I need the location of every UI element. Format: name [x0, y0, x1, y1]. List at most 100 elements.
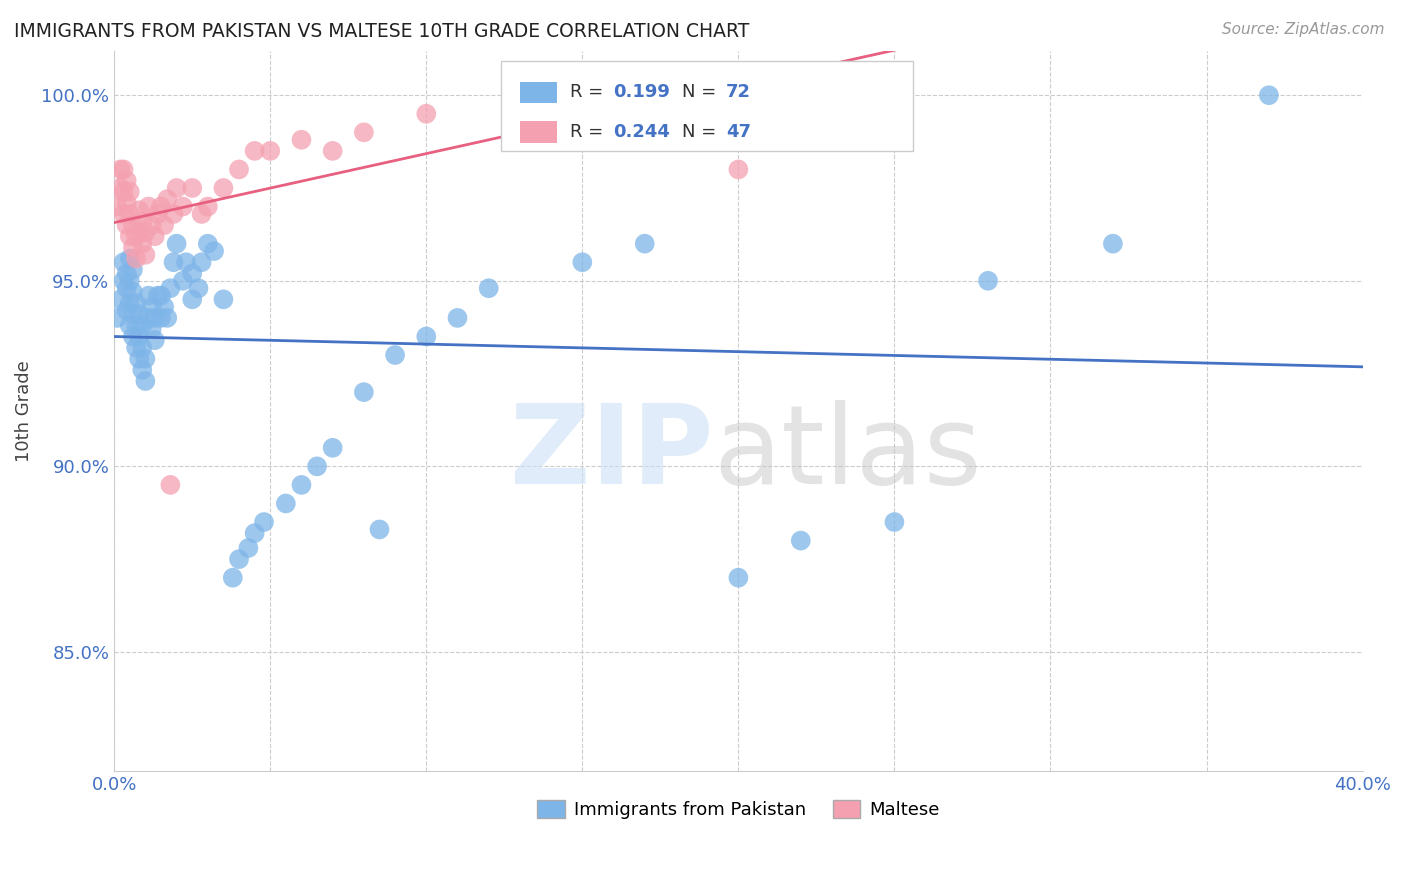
Point: [146, 288, 169, 302]
Bar: [520, 82, 557, 103]
Point: [446, 310, 468, 325]
Point: [125, 296, 148, 310]
Point: [368, 523, 391, 537]
Text: 47: 47: [725, 123, 751, 141]
Point: [159, 281, 181, 295]
Text: IMMIGRANTS FROM PAKISTAN VS MALTESE 10TH GRADE CORRELATION CHART: IMMIGRANTS FROM PAKISTAN VS MALTESE 10TH…: [14, 22, 749, 41]
Point: [143, 229, 166, 244]
Point: [131, 363, 153, 377]
Point: [115, 218, 138, 232]
Point: [134, 374, 156, 388]
Point: [977, 274, 1000, 288]
Point: [125, 318, 148, 333]
Point: [222, 571, 245, 585]
Point: [172, 274, 194, 288]
Point: [172, 200, 194, 214]
Point: [181, 181, 204, 195]
Point: [138, 310, 160, 325]
Bar: [520, 121, 557, 143]
Point: [790, 533, 813, 548]
Text: ZIP: ZIP: [510, 401, 713, 508]
Point: [322, 144, 344, 158]
Point: [122, 240, 145, 254]
Text: N =: N =: [682, 123, 723, 141]
Point: [118, 296, 141, 310]
Point: [134, 226, 156, 240]
Point: [197, 200, 219, 214]
Point: [115, 266, 138, 280]
Point: [115, 195, 138, 210]
Point: [307, 459, 329, 474]
Point: [122, 329, 145, 343]
Point: [128, 226, 150, 240]
Text: Source: ZipAtlas.com: Source: ZipAtlas.com: [1222, 22, 1385, 37]
Point: [118, 274, 141, 288]
Point: [110, 293, 132, 307]
Point: [274, 496, 297, 510]
Point: [143, 310, 166, 325]
Point: [122, 218, 145, 232]
Point: [141, 322, 163, 336]
Point: [118, 185, 141, 199]
Point: [156, 192, 179, 206]
Point: [122, 307, 145, 321]
Point: [112, 274, 135, 288]
Point: [131, 214, 153, 228]
Point: [105, 310, 128, 325]
Point: [134, 351, 156, 366]
Text: 72: 72: [725, 84, 751, 102]
Point: [253, 515, 276, 529]
Point: [128, 307, 150, 321]
Point: [110, 162, 132, 177]
Point: [190, 255, 212, 269]
Point: [727, 162, 749, 177]
Text: atlas: atlas: [713, 401, 981, 508]
Point: [197, 236, 219, 251]
Point: [118, 252, 141, 266]
Point: [128, 351, 150, 366]
Point: [634, 236, 657, 251]
Point: [125, 341, 148, 355]
Point: [353, 385, 375, 400]
Point: [112, 162, 135, 177]
Point: [112, 255, 135, 269]
Point: [243, 144, 266, 158]
Legend: Immigrants from Pakistan, Maltese: Immigrants from Pakistan, Maltese: [530, 793, 946, 827]
Point: [141, 218, 163, 232]
Point: [602, 88, 624, 103]
Point: [105, 200, 128, 214]
Point: [415, 107, 437, 121]
Point: [143, 333, 166, 347]
Point: [238, 541, 260, 555]
Point: [166, 181, 188, 195]
Point: [162, 207, 184, 221]
Point: [134, 248, 156, 262]
Point: [150, 310, 173, 325]
Point: [112, 185, 135, 199]
Point: [228, 162, 250, 177]
Point: [153, 300, 176, 314]
Point: [571, 255, 593, 269]
Point: [166, 236, 188, 251]
Point: [1102, 236, 1125, 251]
Point: [1258, 88, 1281, 103]
Point: [384, 348, 406, 362]
Point: [138, 288, 160, 302]
Point: [187, 281, 209, 295]
Point: [509, 95, 531, 110]
Point: [131, 236, 153, 251]
Y-axis label: 10th Grade: 10th Grade: [15, 359, 32, 461]
Point: [131, 341, 153, 355]
Point: [156, 310, 179, 325]
FancyBboxPatch shape: [501, 62, 912, 152]
Point: [415, 329, 437, 343]
Point: [153, 218, 176, 232]
Point: [290, 478, 312, 492]
Point: [181, 266, 204, 280]
Point: [259, 144, 281, 158]
Point: [118, 207, 141, 221]
Point: [128, 329, 150, 343]
Point: [159, 478, 181, 492]
Point: [212, 181, 235, 195]
Point: [122, 285, 145, 299]
